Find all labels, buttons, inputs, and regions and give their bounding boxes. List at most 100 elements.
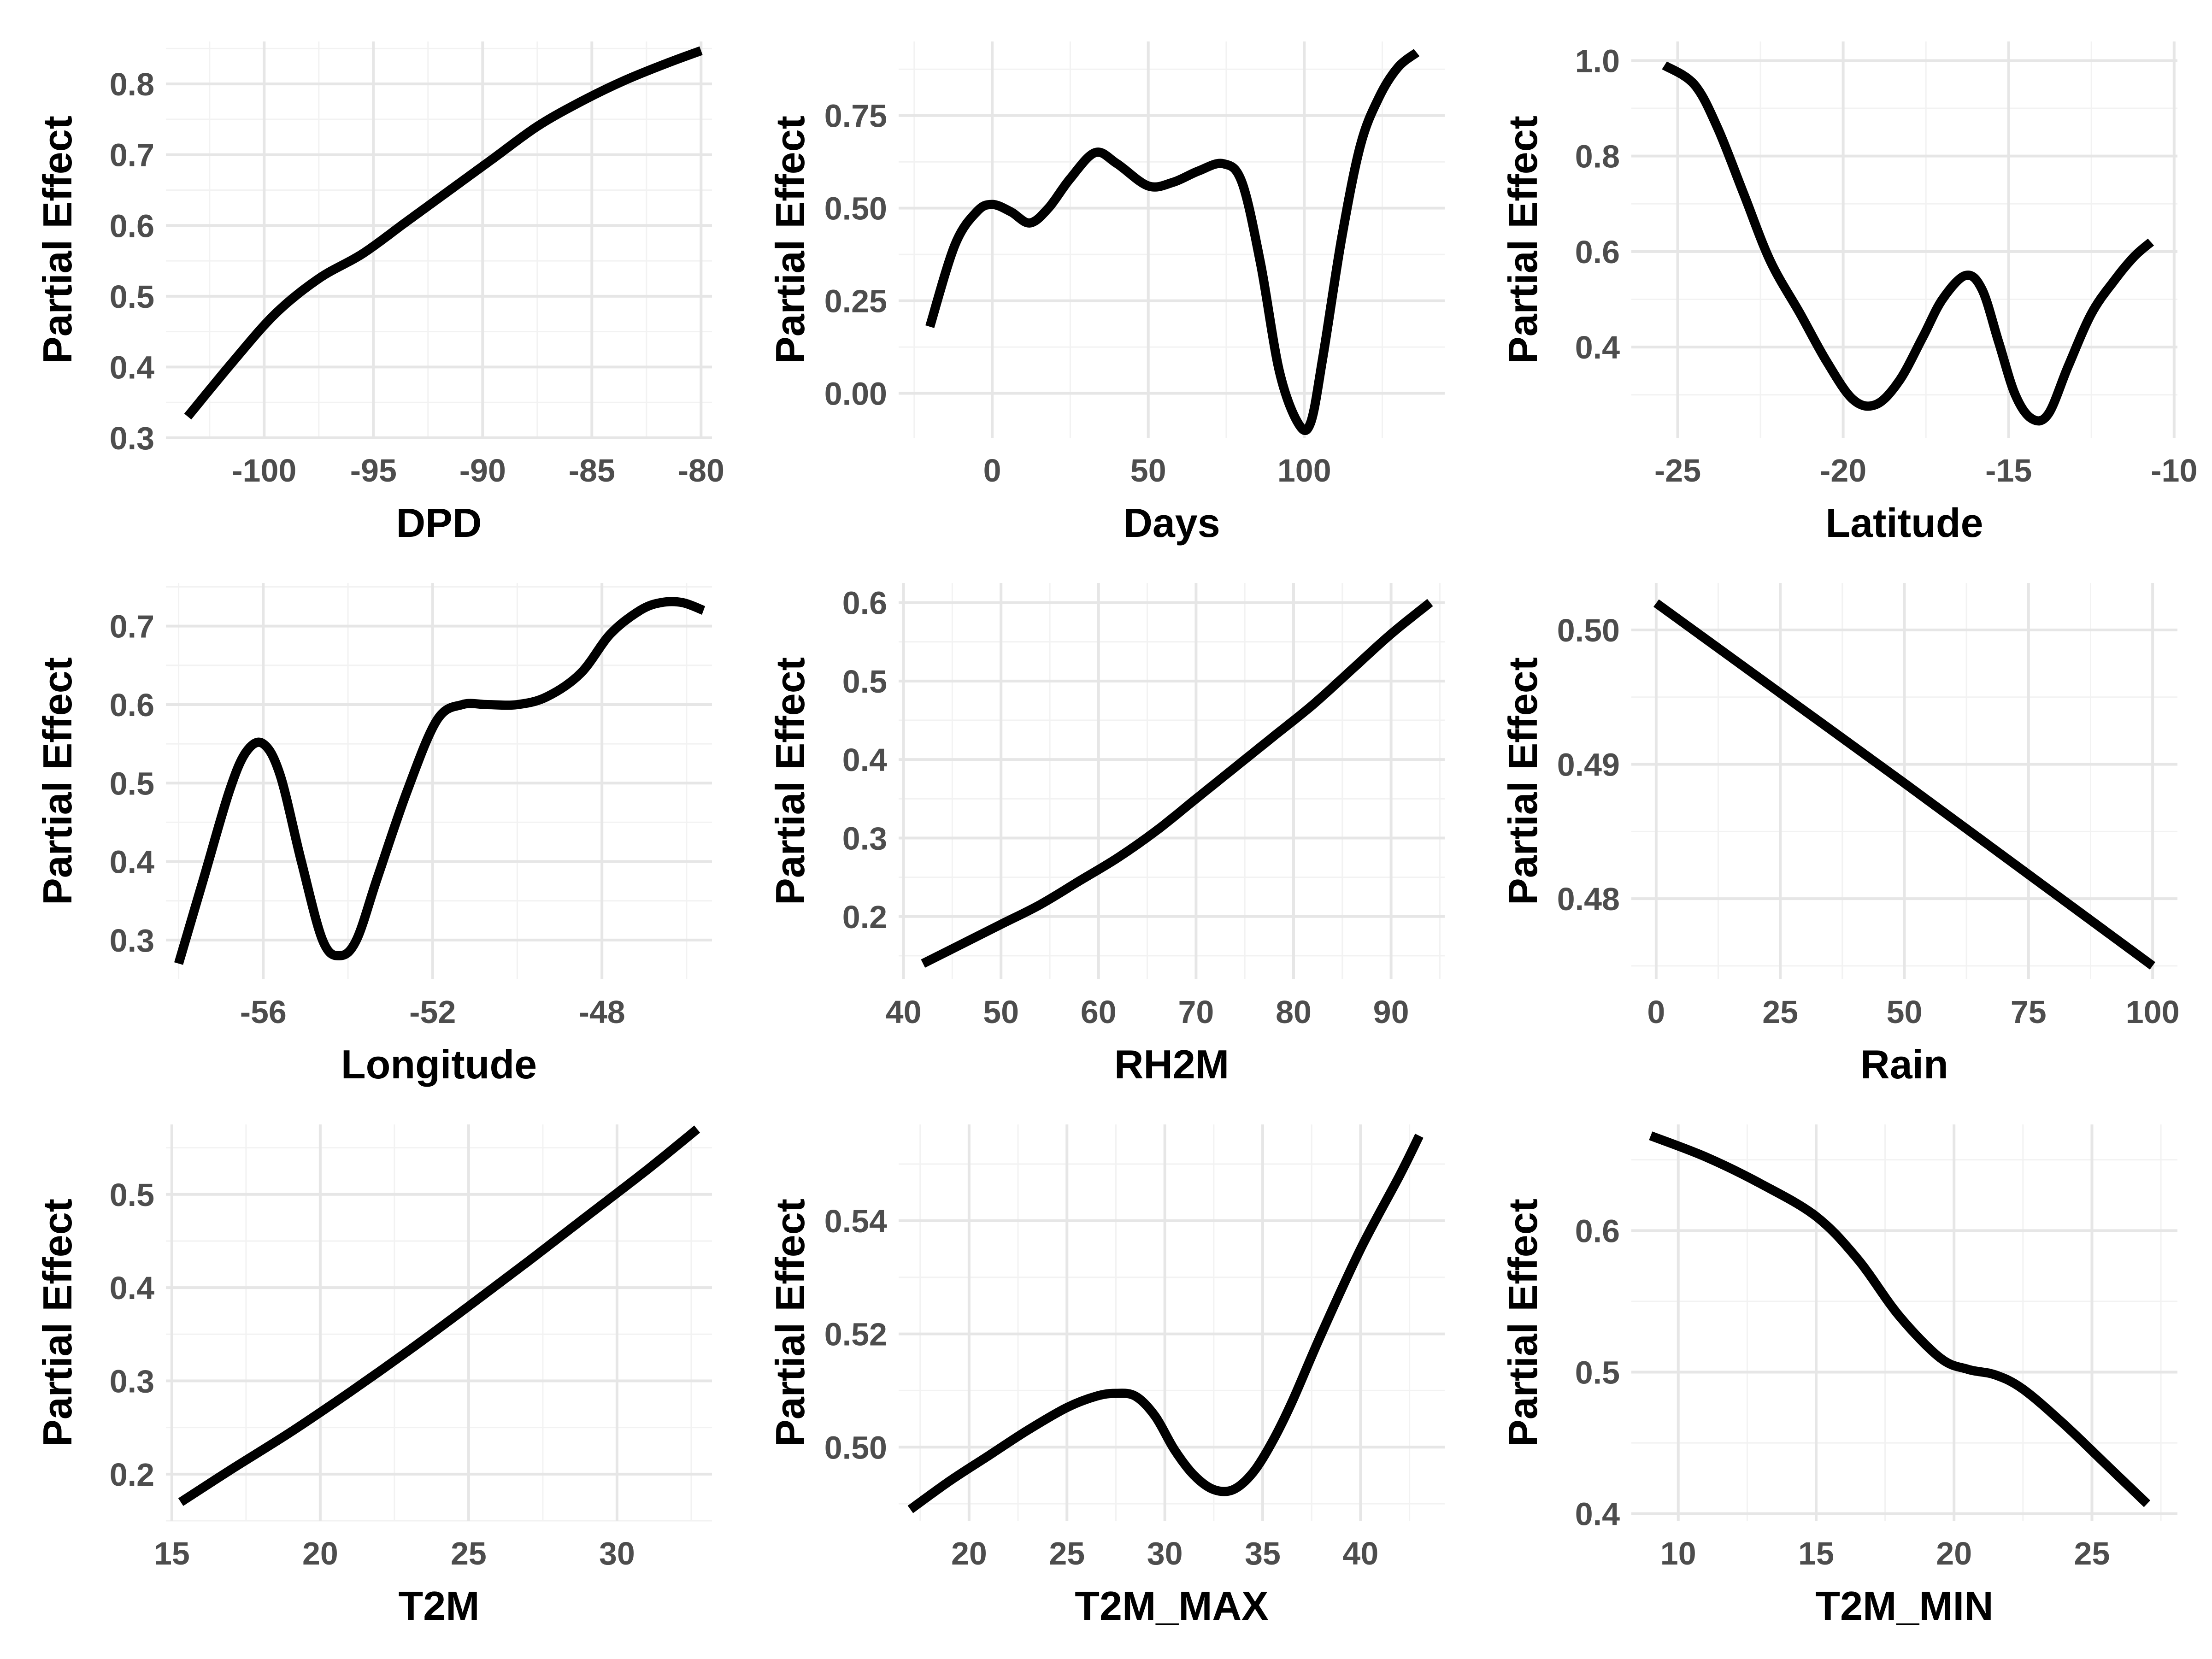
y-tick-label: 0.4 <box>842 742 887 778</box>
panel-dpd: -100 -95 -90 -85 -80 0.3 0.4 0.5 0.6 0.7 0.8 DPD Par… <box>35 41 724 546</box>
gridlines <box>1631 583 2177 979</box>
y-axis-title: Partial Effect <box>35 116 80 364</box>
y-axis-title: Partial Effect <box>1500 657 1546 905</box>
y-tick-label: 0.75 <box>824 98 887 134</box>
y-tick-label: 0.3 <box>110 1363 154 1399</box>
x-tick-label: 30 <box>1147 1535 1183 1571</box>
y-tick-label: 0.50 <box>824 1430 887 1465</box>
x-tick-label: -15 <box>1985 453 2032 488</box>
x-axis-title: Longitude <box>341 1041 537 1087</box>
y-tick-label: 0.25 <box>824 283 887 319</box>
x-tick-label: -48 <box>579 994 625 1030</box>
panel-t2m-max: 20 25 30 35 40 0.50 0.52 0.54 T2M_MAX Partial Eff… <box>767 1124 1445 1629</box>
x-tick-label: -100 <box>232 453 296 488</box>
x-axis-title: Days <box>1123 500 1220 546</box>
y-tick-label: 0.7 <box>110 609 154 645</box>
x-tick-label: 20 <box>1936 1535 1972 1571</box>
y-tick-label: 0.3 <box>110 923 154 959</box>
x-tick-label: 75 <box>2011 994 2047 1030</box>
gridlines <box>899 583 1445 979</box>
y-tick-label: 0.2 <box>110 1457 154 1493</box>
y-tick-label: 0.5 <box>110 1177 154 1213</box>
x-tick-label: 25 <box>1762 994 1798 1030</box>
x-tick-label: 50 <box>1887 994 1923 1030</box>
x-tick-label: 0 <box>983 453 1001 488</box>
y-tick-label: 0.6 <box>1575 1213 1620 1249</box>
x-tick-label: -56 <box>240 994 287 1030</box>
partial-effect-line <box>178 1125 700 1506</box>
y-axis-title: Partial Effect <box>35 1199 80 1447</box>
x-axis-title: T2M <box>399 1583 480 1629</box>
x-tick-label: -90 <box>459 453 506 488</box>
y-tick-label: 0.4 <box>1575 1496 1620 1532</box>
x-tick-label: 50 <box>983 994 1019 1030</box>
x-axis-title: Latitude <box>1825 500 1983 546</box>
y-tick-label: 0.54 <box>824 1203 887 1239</box>
x-axis-title: Rain <box>1860 1041 1948 1087</box>
panel-latitude: -25 -20 -15 -10 0.4 0.6 0.8 1.0 Latitude Partial … <box>1500 41 2197 546</box>
x-axis-title: RH2M <box>1114 1041 1229 1087</box>
x-tick-label: 20 <box>951 1535 987 1571</box>
partial-effect-line <box>921 599 1433 968</box>
y-tick-label: 0.2 <box>842 899 887 935</box>
x-tick-label: 30 <box>599 1535 635 1571</box>
gridlines <box>166 583 712 979</box>
y-tick-label: 0.4 <box>1575 329 1620 365</box>
y-tick-label: 0.4 <box>110 349 154 385</box>
partial-effect-line <box>1662 61 2154 426</box>
y-tick-label: 0.00 <box>824 376 887 412</box>
y-tick-label: 0.7 <box>110 137 154 173</box>
x-tick-label: 100 <box>1277 453 1331 488</box>
y-tick-label: 0.50 <box>1557 612 1620 648</box>
partial-effect-line <box>925 49 1420 435</box>
panel-rain: 0 25 50 75 100 0.48 0.49 0.50 Rain Partial Effect <box>1500 583 2180 1087</box>
partial-effect-line <box>184 46 703 420</box>
y-tick-label: 0.5 <box>842 664 887 700</box>
y-tick-label: 0.4 <box>110 1270 154 1306</box>
gridlines <box>1631 1124 2177 1521</box>
panel-t2m-min: 10 15 20 25 0.4 0.5 0.6 T2M_MIN Partial Effect <box>1500 1124 2177 1629</box>
x-axis-title: DPD <box>396 500 482 546</box>
partial-effect-line <box>1653 599 2156 970</box>
x-tick-label: -85 <box>569 453 615 488</box>
panel-t2m: 15 20 25 30 0.2 0.3 0.4 0.5 T2M Partial Effect <box>35 1124 712 1629</box>
panel-rh2m: 40 50 60 70 80 90 0.2 0.3 0.4 0.5 0.6 RH2M Partial E… <box>767 583 1445 1087</box>
x-tick-label: 25 <box>1049 1535 1085 1571</box>
x-tick-label: -80 <box>678 453 724 488</box>
gridlines <box>899 41 1445 438</box>
y-tick-label: 0.3 <box>110 420 154 456</box>
x-tick-label: 60 <box>1081 994 1117 1030</box>
y-tick-label: 0.8 <box>1575 139 1620 175</box>
x-tick-label: 10 <box>1660 1535 1696 1571</box>
x-axis-title: T2M_MAX <box>1075 1583 1269 1629</box>
gridlines <box>899 1124 1445 1521</box>
y-tick-label: 0.5 <box>110 279 154 315</box>
y-tick-label: 0.50 <box>824 191 887 227</box>
y-axis-title: Partial Effect <box>767 116 813 364</box>
x-tick-label: 15 <box>1798 1535 1834 1571</box>
partial-effect-line <box>174 597 706 965</box>
x-tick-label: 40 <box>1342 1535 1378 1571</box>
y-axis-title: Partial Effect <box>767 657 813 905</box>
y-tick-label: 0.6 <box>842 585 887 621</box>
y-tick-label: 0.4 <box>110 844 154 880</box>
y-axis-title: Partial Effect <box>767 1199 813 1447</box>
x-tick-label: 0 <box>1647 994 1665 1030</box>
gridlines <box>166 41 712 439</box>
y-tick-label: 0.8 <box>110 66 154 102</box>
y-tick-label: 0.3 <box>842 820 887 856</box>
x-tick-label: 100 <box>2126 994 2180 1030</box>
x-tick-label: -20 <box>1820 453 1866 488</box>
y-tick-label: 0.6 <box>110 208 154 244</box>
x-tick-label: -25 <box>1654 453 1701 488</box>
y-tick-label: 0.52 <box>824 1317 887 1353</box>
x-tick-label: 35 <box>1245 1535 1281 1571</box>
panel-days: 0 50 100 0.00 0.25 0.50 0.75 Days Partial Effect <box>767 41 1445 546</box>
partial-effect-line <box>1649 1131 2151 1507</box>
y-tick-label: 0.49 <box>1557 747 1620 783</box>
x-tick-label: -95 <box>350 453 397 488</box>
y-axis-title: Partial Effect <box>1500 1199 1546 1447</box>
x-axis-title: T2M_MIN <box>1815 1583 1993 1629</box>
